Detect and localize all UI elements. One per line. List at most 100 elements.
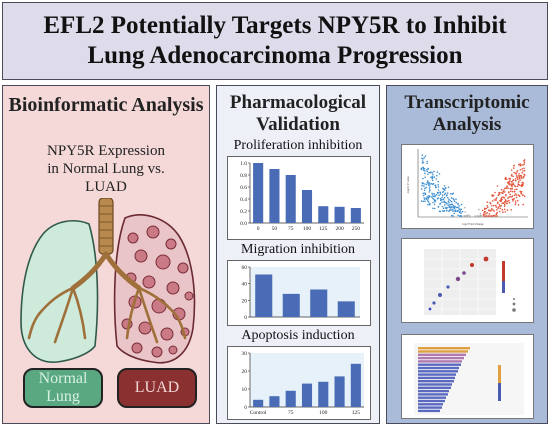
volcano-point (435, 178, 438, 180)
volcano-point (516, 188, 518, 191)
volcano-point (464, 215, 466, 217)
volcano-plot: -log10 P value log2 Fold Change (401, 144, 534, 229)
volcano-point (457, 202, 459, 205)
volcano-point (517, 181, 520, 183)
volcano-point (457, 209, 459, 212)
volcano-point (431, 192, 433, 195)
volcano-point (429, 184, 431, 186)
migration-chart: 0 20 40 60 (227, 260, 371, 326)
volcano-point (483, 215, 485, 217)
volcano-point (453, 212, 455, 215)
volcano-point (428, 203, 431, 206)
volcano-point (427, 167, 429, 170)
volcano-point (521, 181, 523, 184)
bar (269, 396, 280, 407)
volcano-point (432, 182, 435, 185)
volcano-point (513, 167, 515, 169)
volcano-point (509, 187, 512, 190)
volcano-point (461, 210, 464, 213)
luad-lung-icon (113, 214, 196, 364)
volcano-point (432, 201, 434, 204)
volcano-point (422, 200, 425, 203)
normal-label-line-2: Lung (46, 388, 80, 405)
volcano-point (428, 202, 431, 205)
volcano-point (422, 161, 425, 164)
volcano-point (433, 203, 436, 206)
volcano-point (522, 182, 525, 184)
bar (285, 390, 296, 407)
volcano-point (519, 174, 521, 177)
volcano-point (424, 172, 426, 175)
volcano-point (491, 200, 494, 202)
volcano-point (451, 205, 453, 208)
volcano-point (483, 213, 485, 216)
volcano-point (521, 183, 524, 186)
volcano-point (424, 200, 426, 202)
volcano-point (436, 191, 439, 194)
volcano-point (452, 210, 454, 213)
volcano-point (502, 211, 504, 213)
volcano-point (432, 197, 434, 199)
volcano-point (421, 154, 424, 156)
volcano-point (469, 215, 471, 217)
volcano-point (511, 186, 513, 188)
volcano-point (422, 169, 425, 171)
volcano-point (423, 156, 426, 159)
volcano-point (421, 160, 424, 162)
pathway-bar-plot (401, 334, 534, 419)
volcano-point (443, 185, 446, 187)
volcano-point (496, 209, 498, 211)
volcano-point (511, 188, 514, 190)
pathway-bar (418, 353, 466, 356)
volcano-point (428, 171, 430, 174)
volcano-point (438, 173, 441, 175)
y-tick-label: 1.0 (240, 161, 247, 167)
volcano-point (516, 171, 518, 173)
y-tick-label: 0 (244, 315, 247, 321)
volcano-point (523, 175, 525, 178)
volcano-point (439, 199, 442, 201)
volcano-point (426, 200, 429, 202)
x-tick-label: 50 (272, 226, 278, 232)
bar (253, 399, 264, 407)
volcano-point (434, 194, 436, 196)
volcano-point (441, 194, 444, 196)
volcano-point (442, 188, 445, 190)
volcano-point (434, 184, 436, 187)
volcano-point (500, 200, 502, 202)
volcano-point (451, 193, 454, 195)
volcano-point (442, 198, 445, 200)
volcano-point (444, 192, 447, 195)
volcano-point (517, 183, 519, 185)
y-tick-label: 40 (242, 282, 248, 288)
bar (301, 383, 313, 407)
bar (334, 206, 345, 223)
volcano-point (441, 205, 444, 208)
volcano-point (519, 163, 521, 165)
volcano-point (513, 194, 516, 197)
volcano-point (431, 172, 434, 174)
volcano-point (443, 209, 446, 212)
volcano-point (503, 191, 506, 193)
volcano-point (517, 175, 520, 177)
volcano-point (503, 205, 506, 207)
volcano-point (443, 193, 446, 196)
volcano-point (423, 168, 426, 170)
volcano-point (510, 169, 513, 171)
x-tick-label: 100 (319, 410, 328, 416)
bar (318, 206, 329, 223)
volcano-point (487, 206, 489, 209)
pathway-bar (418, 386, 451, 389)
volcano-point (510, 209, 512, 211)
pharmacological-heading: Pharmacological Validation (217, 92, 379, 136)
volcano-point (511, 190, 514, 193)
volcano-point (455, 201, 457, 204)
volcano-point (448, 209, 451, 211)
volcano-point (422, 192, 424, 195)
proliferation-chart: 0.0 0.2 0.4 0.6 0.8 1.0 0 50 75 100 125 200 250 (227, 156, 371, 240)
volcano-point (523, 174, 526, 176)
apoptosis-chart: 0 10 20 30 Control 75 100 125 (227, 346, 371, 420)
volcano-point (427, 173, 429, 175)
volcano-point (485, 207, 488, 210)
volcano-point (506, 209, 509, 211)
